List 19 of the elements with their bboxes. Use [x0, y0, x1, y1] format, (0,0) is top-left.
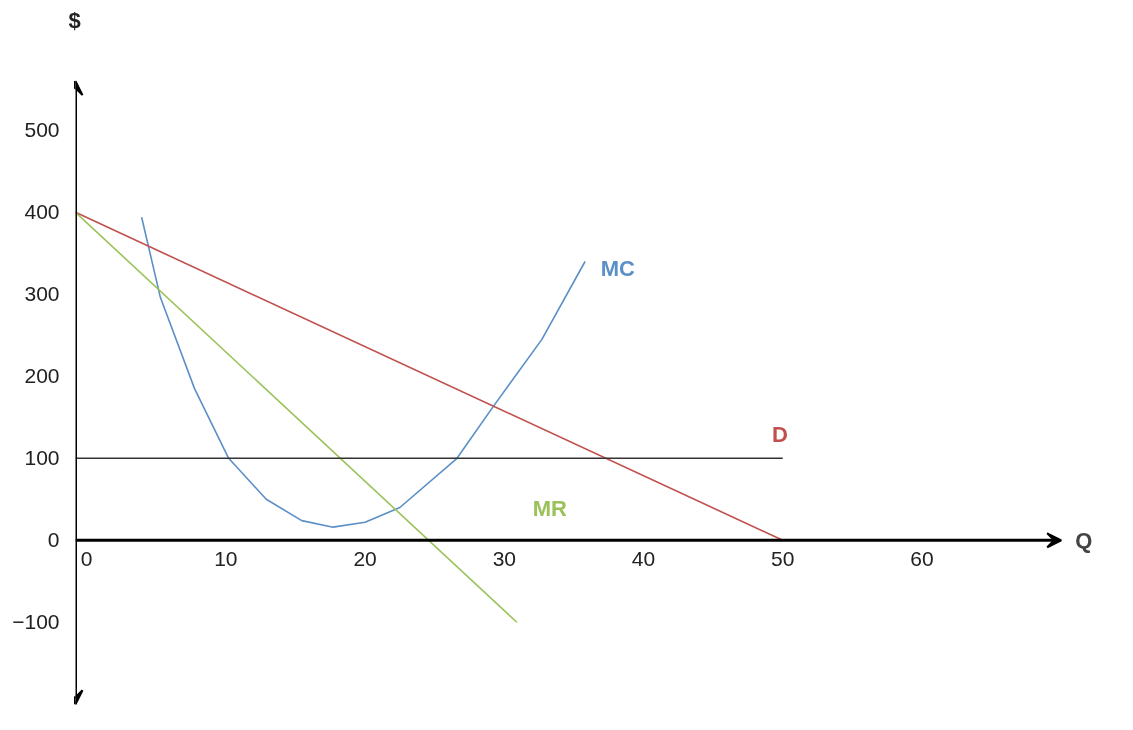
text: D	[772, 422, 788, 448]
x-tick-label: 10	[214, 547, 238, 571]
x-tick-label: 60	[910, 547, 934, 571]
x-axis-title: Q	[1075, 527, 1093, 553]
y-axis-title: $	[68, 7, 81, 33]
y-tick-label: 200	[24, 364, 60, 388]
series-label: MC	[600, 256, 636, 282]
x-tick-label: 0	[80, 547, 93, 571]
x-tick-label: 40	[631, 547, 656, 571]
y-tick-label: 300	[24, 282, 60, 306]
x-tick-label: 20	[353, 547, 377, 571]
y-tick-label: 0	[47, 528, 60, 552]
y-tick-label: 100	[24, 446, 60, 470]
y-tick-label: 400	[24, 200, 60, 224]
y-tick-label: 500	[24, 118, 60, 142]
x-tick-label: 30	[492, 547, 516, 571]
x-tick-label: 50	[771, 547, 795, 571]
y-tick-label: −100	[12, 610, 60, 634]
text: MR	[532, 496, 568, 522]
